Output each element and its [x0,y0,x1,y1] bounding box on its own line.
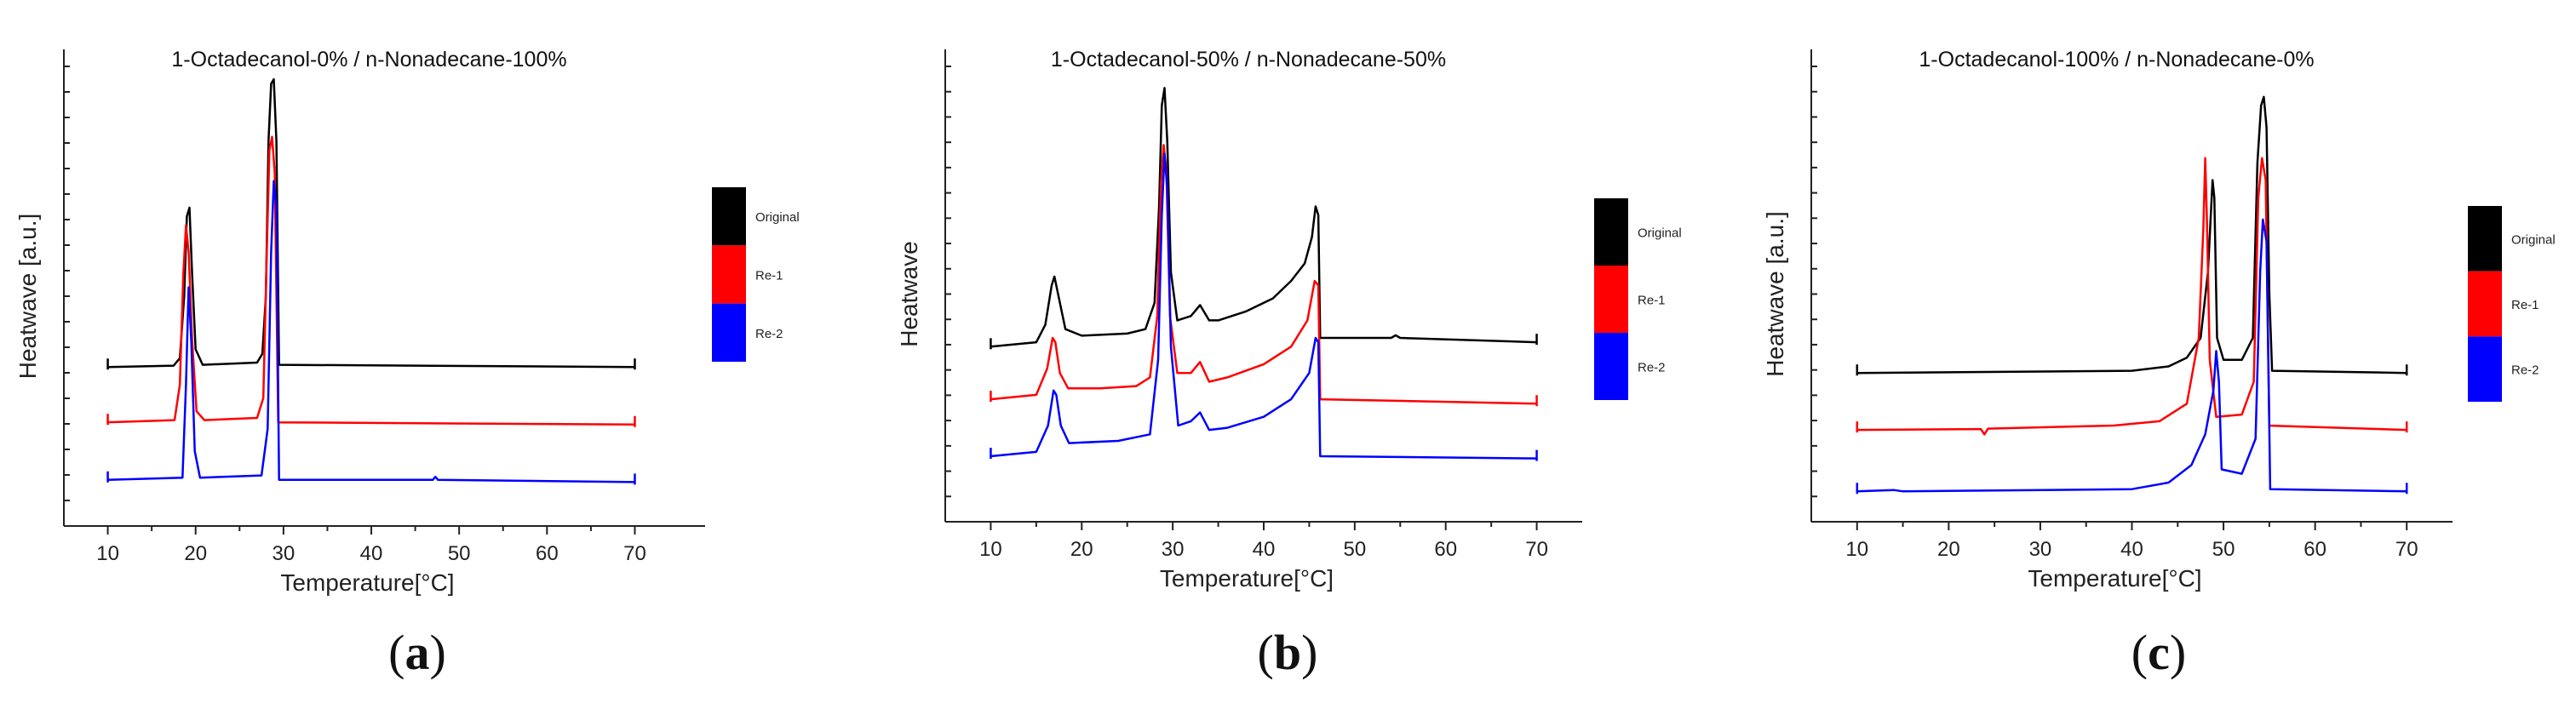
legend-label: Original [755,210,800,225]
legend-swatch-re-1 [2468,271,2502,337]
x-tick-label: 10 [1845,538,1868,561]
chart-panel-a: 10 20 30 40 50 60 70 1-Octadecanol-0% / n-Nonad… [14,48,800,680]
series-line-re-1 [990,144,1537,405]
series-line-re-2 [1856,218,2407,493]
series-line-re-2 [107,180,635,483]
x-tick-label: 40 [360,542,383,565]
panel-label-open-paren: ( [2131,625,2148,680]
legend-swatch-re-1 [1594,266,1628,333]
x-tick-label: 50 [2212,538,2235,561]
series-line-re-1 [1856,157,2407,436]
legend-label: Re-2 [2511,363,2539,378]
x-tick-label: 30 [2029,538,2052,561]
chart-title: 1-Octadecanol-100% / n-Nonadecane-0% [1919,48,2314,71]
panel-label-open-paren: ( [388,625,404,680]
y-axis-label: Heatwave [a.u.] [1762,211,1788,377]
x-tick-label: 30 [273,542,295,565]
x-tick-label: 30 [1162,538,1185,561]
legend-swatch-original [712,187,746,246]
chart-panel-c: 10 20 30 40 50 60 70 1-Octadecanol-100% / n-Non… [1762,48,2556,680]
x-tick-label: 40 [2120,538,2143,561]
x-tick-label: 20 [1937,538,1960,561]
series-line-original [990,87,1537,348]
x-axis-label: Temperature[°C] [1160,565,1334,592]
x-tick-label: 40 [1253,538,1276,561]
legend-label: Re-1 [755,269,783,283]
x-tick-label: 10 [979,538,1002,561]
panel-label-letter: c [2148,625,2170,680]
legend-swatch-original [1594,198,1628,266]
x-tick-label: 20 [1070,538,1093,561]
x-tick-label: 10 [96,542,119,565]
legend-swatch-original [2468,206,2502,272]
legend-swatch-re-2 [1594,333,1628,400]
panel-label-open-paren: ( [1258,625,1274,680]
x-tick-label: 50 [448,542,471,565]
chart-title: 1-Octadecanol-50% / n-Nonadecane-50% [1051,48,1446,71]
x-tick-label: 70 [2395,538,2418,561]
panel-label-close-paren: ) [430,625,446,680]
panel-label-letter: a [405,625,430,680]
legend-label: Re-2 [1638,361,1666,375]
x-tick-label: 60 [536,542,559,565]
x-tick-label: 50 [1344,538,1367,561]
series-line-original [107,77,635,369]
y-axis-label: Heatwave [896,241,922,347]
series-line-re-1 [107,135,635,426]
legend-swatch-re-2 [712,303,746,362]
x-tick-label: 60 [2303,538,2326,561]
panel-label: (b) [1258,625,1318,680]
legend-label: Re-1 [1638,294,1666,308]
x-tick-label: 70 [623,542,646,565]
legend-label: Original [2511,232,2556,247]
panel-label-close-paren: ) [1301,625,1317,680]
legend-label: Re-2 [755,327,783,341]
y-axis-label: Heatwave [a.u.] [14,214,41,380]
legend-label: Re-1 [2511,298,2539,312]
x-tick-label: 20 [184,542,207,565]
x-tick-label: 60 [1434,538,1457,561]
x-axis-label: Temperature[°C] [280,569,454,596]
legend-label: Original [1638,226,1682,241]
panel-label-close-paren: ) [2170,625,2186,680]
chart-title: 1-Octadecanol-0% / n-Nonadecane-100% [171,48,566,71]
panel-label-letter: b [1274,625,1301,680]
series-line-original [1856,95,2407,375]
panel-label: (a) [388,625,446,680]
panel-label: (c) [2131,625,2186,680]
chart-panel-b: 10 20 30 40 50 60 70 1-Octadecanol-50% / n-Nona… [896,48,1682,680]
series-line-re-2 [990,152,1537,460]
legend-swatch-re-1 [712,245,746,304]
x-axis-label: Temperature[°C] [2028,565,2201,592]
legend-swatch-re-2 [2468,336,2502,402]
x-tick-label: 70 [1525,538,1548,561]
